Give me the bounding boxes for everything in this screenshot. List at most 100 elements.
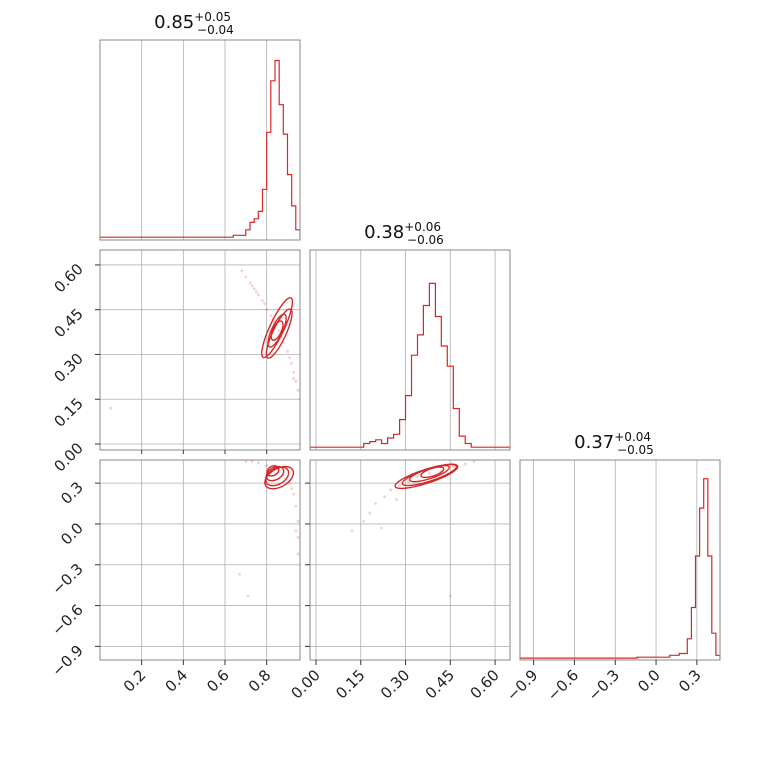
ytick-label-1-1: 0.15 — [50, 394, 86, 430]
hist-grid-0 — [141, 40, 268, 240]
sample-point-2-1 — [383, 495, 387, 499]
ytick-label-2-0: −0.9 — [48, 641, 86, 679]
sample-point-1-3 — [265, 464, 269, 467]
sample-point-0-3 — [252, 287, 256, 291]
sample-point-0-14 — [294, 379, 298, 383]
xtick-label-1-0: 0.00 — [287, 666, 323, 702]
sample-point-1-13 — [246, 594, 250, 598]
sample-point-0-6 — [265, 308, 269, 312]
contour-1-1 — [265, 465, 285, 482]
sample-point-0-15 — [296, 388, 300, 392]
title-minus-2: −0.05 — [617, 443, 654, 457]
contour-1-3 — [264, 465, 295, 490]
sample-point-2-9 — [463, 462, 467, 466]
xtick-label-2-0: −0.9 — [503, 666, 541, 704]
sample-point-1-1 — [250, 459, 254, 463]
sample-point-0-22 — [263, 302, 266, 306]
xtick-label-2-2: −0.3 — [585, 666, 623, 704]
xtick-label-2-3: 0.0 — [634, 666, 664, 696]
sample-point-0-11 — [286, 350, 289, 353]
ytick-label-1-2: 0.30 — [50, 350, 86, 386]
hist-grid-2 — [533, 460, 698, 660]
sample-point-1-10 — [296, 536, 300, 539]
pair-grid-0 — [100, 250, 300, 450]
xtick-label-2-4: 0.3 — [675, 666, 705, 696]
title-plus-2: +0.04 — [614, 430, 651, 444]
panel-frames — [99, 39, 721, 661]
sample-point-1-9 — [296, 519, 300, 523]
sample-point-2-15 — [448, 594, 452, 598]
sample-point-0-0 — [240, 269, 244, 273]
sample-point-2-13 — [368, 511, 372, 515]
xtick-label-0-0: 0.2 — [120, 666, 150, 696]
title-minus-0: −0.04 — [197, 23, 234, 37]
title-minus-1: −0.06 — [407, 233, 444, 247]
sample-point-0-1 — [244, 275, 248, 279]
panel-frame-pair-0 — [99, 249, 301, 451]
title-median-0: 0.85 — [154, 12, 194, 33]
sample-point-2-0 — [374, 502, 378, 505]
sample-point-2-12 — [362, 519, 366, 523]
xtick-label-0-3: 0.8 — [245, 666, 275, 696]
histogram-0 — [100, 59, 301, 239]
contour-0-3 — [261, 296, 294, 359]
sample-point-2-16 — [395, 498, 398, 501]
sample-point-2-5 — [416, 474, 419, 478]
sample-point-2-11 — [350, 529, 354, 533]
histogram-2 — [519, 478, 720, 659]
contour-0-2 — [265, 308, 293, 359]
ytick-label-2-3: 0.0 — [57, 519, 87, 549]
pair-grid-1 — [100, 460, 300, 660]
ytick-label-2-4: 0.3 — [57, 478, 87, 508]
panel-frame-diag-0 — [99, 39, 301, 241]
contour-1-2 — [264, 466, 290, 487]
sample-point-1-7 — [292, 492, 296, 496]
gridlines — [100, 40, 698, 660]
ytick-label-1-0: 0.00 — [50, 439, 86, 475]
pair-grid-2 — [310, 460, 510, 660]
title-median-2: 0.37 — [574, 432, 614, 453]
xtick-label-0-2: 0.6 — [203, 666, 233, 696]
sample-point-2-4 — [407, 480, 410, 484]
contour-2-3 — [394, 463, 459, 490]
plot-marks — [100, 59, 720, 659]
sample-point-0-5 — [261, 299, 264, 303]
panel-frame-pair-2 — [309, 459, 511, 661]
sample-point-0-13 — [292, 370, 296, 374]
sample-point-0-19 — [288, 356, 291, 359]
sample-point-2-3 — [398, 484, 401, 488]
labels: 0.85+0.05 −0.040.38+0.06 −0.060.37+0.04 −0.… — [48, 10, 704, 705]
ytick-label-1-4: 0.60 — [50, 260, 86, 296]
panel-frame-diag-2 — [519, 459, 721, 661]
sample-point-0-7 — [269, 314, 273, 318]
sample-point-2-8 — [451, 465, 455, 469]
histogram-1 — [309, 282, 511, 449]
sample-point-0-24 — [250, 284, 254, 288]
panel-title-0: 0.85+0.05 −0.04 — [154, 10, 234, 37]
sample-point-1-15 — [290, 487, 294, 490]
xtick-label-0-1: 0.4 — [162, 666, 192, 696]
sample-point-0-4 — [256, 293, 260, 297]
title-median-1: 0.38 — [364, 222, 404, 243]
sample-point-2-14 — [380, 526, 384, 530]
contour-0-0 — [270, 320, 284, 341]
ytick-label-2-2: −0.3 — [48, 560, 86, 598]
sample-point-1-11 — [296, 552, 300, 556]
xtick-label-2-1: −0.6 — [544, 666, 582, 704]
sample-point-0-23 — [254, 290, 258, 294]
sample-point-0-2 — [248, 281, 252, 285]
sample-point-1-14 — [294, 529, 298, 533]
xtick-label-1-3: 0.45 — [422, 666, 458, 702]
panel-title-1: 0.38+0.06 −0.06 — [364, 220, 444, 247]
panel-title-2: 0.37+0.04 −0.05 — [574, 430, 654, 457]
title-plus-1: +0.06 — [404, 220, 441, 234]
panel-frame-diag-1 — [309, 249, 511, 451]
hist-grid-1 — [315, 250, 496, 450]
ytick-label-1-3: 0.45 — [50, 305, 86, 341]
panel-frame-pair-1 — [99, 459, 301, 661]
sample-point-0-17 — [109, 406, 112, 410]
xtick-label-1-4: 0.60 — [467, 666, 503, 702]
ytick-label-2-1: −0.6 — [48, 601, 86, 639]
sample-point-1-12 — [238, 572, 241, 576]
